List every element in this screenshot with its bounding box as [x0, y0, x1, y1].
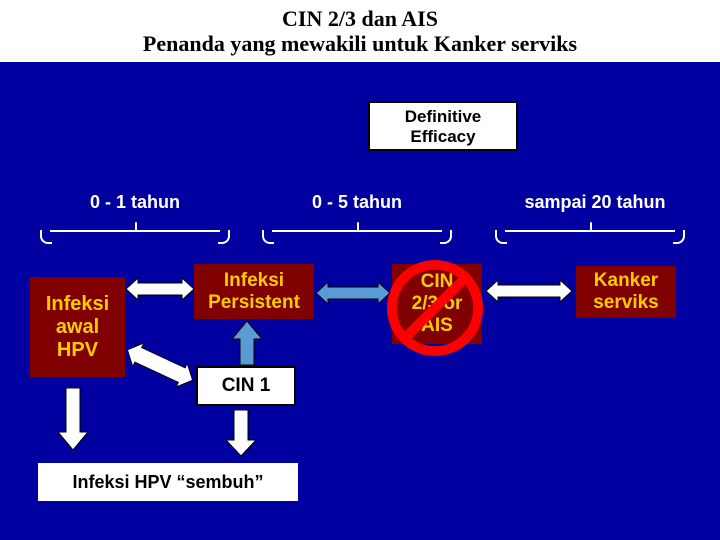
- arrow-awal-down: [58, 388, 88, 450]
- arrow-cin23-kanker: [486, 278, 572, 304]
- box-kanker-serviks: Kankerserviks: [576, 266, 676, 318]
- box-infeksi-sembuh: Infeksi HPV “sembuh”: [38, 463, 298, 501]
- title-line-2: Penanda yang mewakili untuk Kanker servi…: [0, 31, 720, 56]
- timeline-label-1: 0 - 1 tahun: [75, 192, 195, 213]
- box-cin23-ais: CIN2/3 orAIS: [392, 264, 482, 344]
- arrow-awal-persistent: [126, 276, 194, 302]
- title-line-1: CIN 2/3 dan AIS: [0, 6, 720, 31]
- box-infeksi-awal-hpv: InfeksiawalHPV: [30, 277, 125, 377]
- box-infeksi-persistent: InfeksiPersistent: [194, 264, 314, 319]
- arrow-cin1-down: [226, 410, 256, 456]
- slide-title: CIN 2/3 dan AIS Penanda yang mewakili un…: [0, 0, 720, 62]
- definitive-efficacy-box: DefinitiveEfficacy: [368, 101, 518, 151]
- timeline-label-2: 0 - 5 tahun: [295, 192, 419, 213]
- arrow-persistent-cin23: [316, 280, 390, 306]
- definitive-efficacy-label: DefinitiveEfficacy: [405, 107, 482, 146]
- box-cin1: CIN 1: [196, 366, 296, 406]
- arrow-awal-cin1: [124, 338, 196, 392]
- arrow-cin1-up: [232, 321, 262, 365]
- timeline-label-3: sampai 20 tahun: [510, 192, 680, 213]
